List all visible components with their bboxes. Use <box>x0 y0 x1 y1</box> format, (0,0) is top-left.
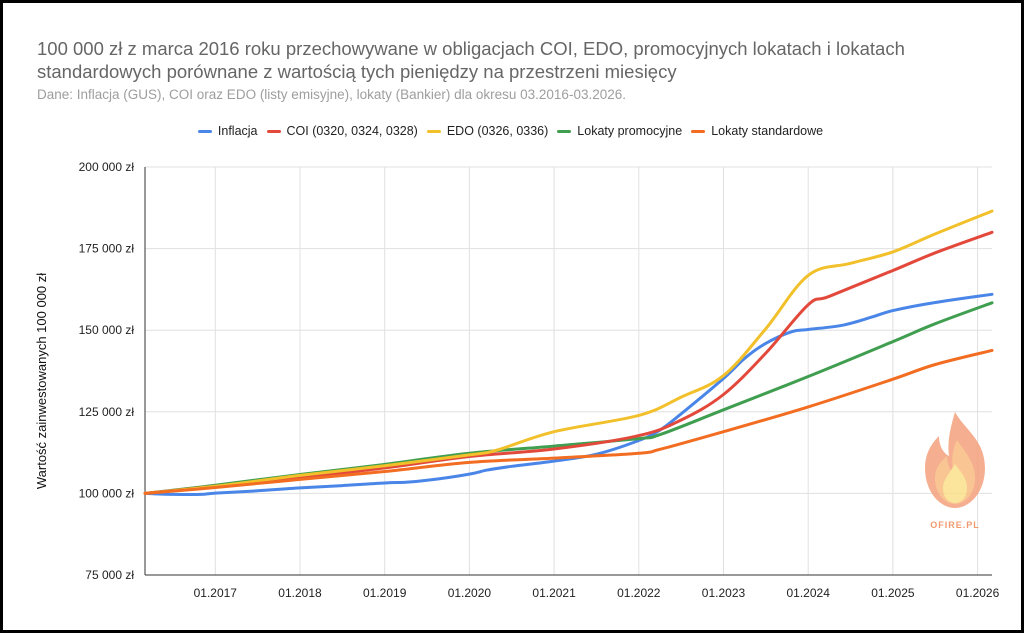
watermark-text: OFIRE.PL <box>930 520 980 530</box>
x-tick-label: 01.2023 <box>702 586 746 600</box>
y-tick-label: 200 000 zł <box>79 160 135 174</box>
chart-title: 100 000 zł z marca 2016 roku przechowywa… <box>37 38 905 82</box>
x-tick-label: 01.2025 <box>871 586 915 600</box>
x-tick-label: 01.2024 <box>787 586 831 600</box>
chart-subtitle: Dane: Inflacja (GUS), COI oraz EDO (list… <box>37 87 626 102</box>
legend-swatch <box>266 129 281 133</box>
x-tick-label: 01.2020 <box>448 586 492 600</box>
series-line-0 <box>143 292 994 497</box>
series-line-1 <box>143 230 994 495</box>
watermark: OFIRE.PL <box>925 412 985 530</box>
y-tick-label: 175 000 zł <box>79 242 135 256</box>
legend-swatch <box>691 129 706 133</box>
y-tick-label: 125 000 zł <box>79 405 135 419</box>
legend-label: Inflacja <box>217 124 258 138</box>
legend-swatch <box>426 129 441 133</box>
legend-item: Lokaty standardowe <box>691 124 823 138</box>
chart-legend: Inflacja COI (0320, 0324, 0328) EDO (0326,… <box>3 124 1024 138</box>
x-tick-label: 01.2018 <box>278 586 322 600</box>
x-tick-label: 01.2026 <box>956 586 1000 600</box>
y-axis-title: Wartość zainwestowanych 100 000 zł <box>34 273 49 489</box>
legend-item: Lokaty promocyjne <box>557 124 682 138</box>
legend-label: EDO (0326, 0336) <box>446 124 549 138</box>
legend-label: Lokaty standardowe <box>711 124 824 138</box>
x-tick-label: 01.2019 <box>363 586 407 600</box>
legend-label: COI (0320, 0324, 0328) <box>286 124 418 138</box>
x-tick-label: 01.2021 <box>532 586 576 600</box>
series-line-3 <box>143 301 994 495</box>
x-tick-label: 01.2022 <box>617 586 661 600</box>
legend-swatch <box>197 129 212 133</box>
series-line-2 <box>143 209 994 495</box>
series-line-4 <box>143 348 994 495</box>
y-tick-label: 150 000 zł <box>79 323 135 337</box>
legend-item: COI (0320, 0324, 0328) <box>266 124 418 138</box>
legend-swatch <box>557 129 572 133</box>
x-tick-label: 01.2017 <box>194 586 238 600</box>
flame-icon <box>925 412 985 508</box>
legend-item: Inflacja <box>197 124 258 138</box>
y-tick-label: 100 000 zł <box>79 486 135 500</box>
y-tick-label: 75 000 zł <box>85 568 134 582</box>
legend-label: Lokaty promocyjne <box>577 124 683 138</box>
legend-item: EDO (0326, 0336) <box>426 124 549 138</box>
